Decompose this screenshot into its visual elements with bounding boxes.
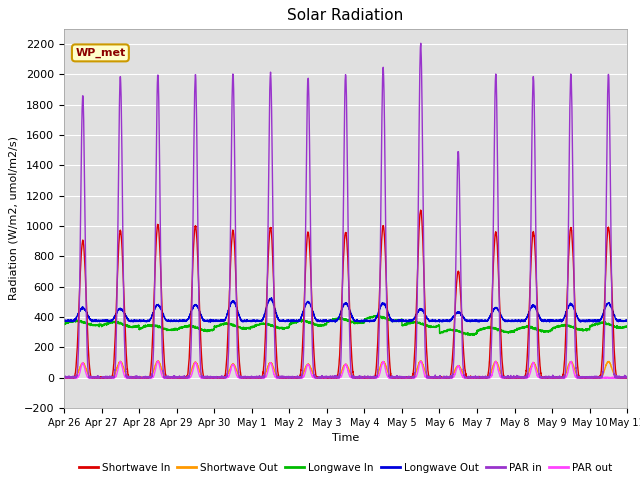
Shortwave In: [623, 375, 631, 381]
Longwave Out: [325, 318, 333, 324]
Shortwave Out: [504, 375, 512, 381]
Line: Shortwave In: Shortwave In: [64, 210, 627, 378]
Longwave Out: [268, 295, 275, 300]
PAR out: [325, 375, 333, 381]
PAR in: [623, 375, 630, 381]
Shortwave In: [60, 374, 68, 380]
PAR in: [60, 375, 68, 381]
Longwave In: [373, 312, 381, 318]
Longwave Out: [441, 318, 449, 324]
PAR out: [154, 358, 161, 364]
Shortwave Out: [623, 375, 631, 381]
PAR in: [623, 375, 631, 381]
Title: Solar Radiation: Solar Radiation: [287, 9, 404, 24]
PAR out: [472, 375, 480, 381]
PAR out: [161, 375, 169, 381]
PAR out: [60, 375, 68, 381]
Shortwave Out: [472, 375, 480, 381]
PAR out: [441, 375, 449, 381]
Shortwave Out: [60, 374, 68, 380]
Shortwave Out: [162, 374, 170, 380]
Longwave Out: [623, 318, 630, 324]
Shortwave Out: [623, 375, 630, 381]
Longwave In: [441, 328, 449, 334]
Shortwave In: [325, 374, 333, 380]
Line: PAR out: PAR out: [64, 361, 627, 378]
Shortwave In: [417, 207, 424, 213]
Shortwave Out: [325, 375, 333, 381]
PAR out: [504, 374, 512, 380]
PAR in: [161, 374, 169, 380]
Shortwave In: [61, 375, 68, 381]
Shortwave In: [623, 375, 630, 381]
PAR in: [417, 40, 424, 46]
Shortwave Out: [61, 375, 68, 381]
Shortwave In: [161, 370, 169, 376]
Y-axis label: Radiation (W/m2, umol/m2/s): Radiation (W/m2, umol/m2/s): [8, 136, 18, 300]
Longwave In: [623, 324, 630, 330]
Longwave In: [324, 318, 332, 324]
Shortwave In: [472, 374, 480, 380]
Longwave Out: [161, 316, 169, 322]
Longwave Out: [60, 318, 68, 324]
Longwave In: [161, 326, 169, 332]
PAR out: [513, 375, 520, 381]
Shortwave In: [441, 375, 449, 381]
Longwave Out: [504, 318, 512, 324]
PAR in: [472, 375, 480, 381]
Longwave Out: [332, 319, 339, 325]
Longwave In: [623, 324, 631, 330]
Longwave Out: [472, 318, 480, 324]
Line: PAR in: PAR in: [64, 43, 627, 378]
Longwave Out: [623, 318, 631, 324]
PAR in: [324, 375, 332, 381]
X-axis label: Time: Time: [332, 433, 359, 443]
Text: WP_met: WP_met: [76, 48, 125, 58]
Longwave In: [470, 333, 478, 338]
Line: Longwave In: Longwave In: [64, 315, 627, 336]
PAR in: [441, 373, 449, 379]
Line: Longwave Out: Longwave Out: [64, 298, 627, 322]
Shortwave In: [504, 374, 512, 380]
Line: Shortwave Out: Shortwave Out: [64, 361, 627, 378]
Shortwave Out: [154, 358, 161, 364]
Legend: Shortwave In, Shortwave Out, Longwave In, Longwave Out, PAR in, PAR out: Shortwave In, Shortwave Out, Longwave In…: [75, 459, 616, 477]
Longwave In: [472, 330, 480, 336]
PAR out: [623, 375, 631, 381]
Shortwave Out: [441, 375, 449, 381]
Longwave In: [504, 329, 512, 335]
Longwave In: [60, 322, 68, 328]
PAR out: [623, 375, 630, 381]
PAR in: [504, 373, 512, 379]
